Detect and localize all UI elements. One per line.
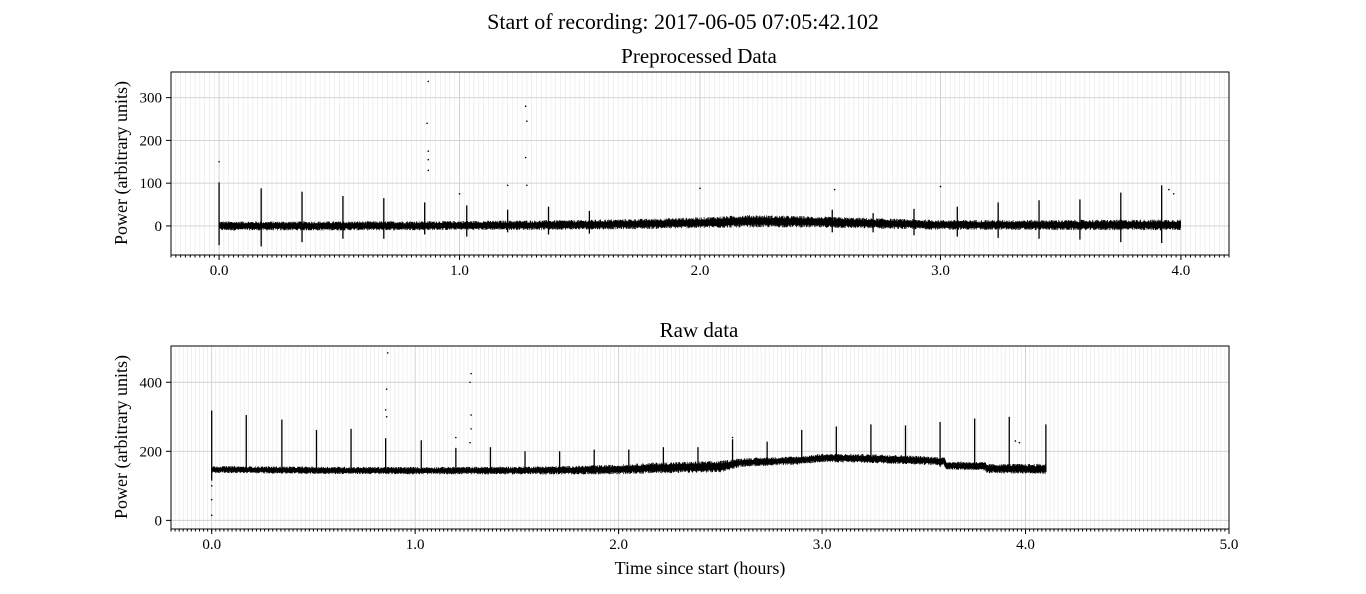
preprocessed-y-tick-label: 0 <box>155 219 163 235</box>
preprocessed-outlier-point <box>526 184 528 187</box>
raw-outlier-point <box>210 514 213 516</box>
raw-outlier-point <box>731 436 734 439</box>
raw-outlier-point <box>210 498 213 501</box>
preprocessed-y-tick-label: 100 <box>140 176 163 192</box>
raw-y-ticks: 0 200 400 <box>140 375 171 529</box>
raw-x-tick-label: 4.0 <box>1016 537 1035 553</box>
raw-x-axis-label: Time since start (hours) <box>615 558 786 579</box>
raw-outlier-point <box>455 436 457 439</box>
raw-outlier-point <box>469 381 471 384</box>
raw-x-tick-label: 2.0 <box>609 537 628 553</box>
preprocessed-outlier-point <box>218 160 220 163</box>
preprocessed-x-tick-label: 4.0 <box>1172 263 1191 279</box>
preprocessed-outlier-point <box>524 105 527 108</box>
preprocessed-outlier-point <box>427 80 430 83</box>
raw-outlier-point <box>386 352 389 354</box>
raw-outlier-point <box>469 441 471 444</box>
preprocessed-x-ticks: 0.0 1.0 2.0 3.0 4.0 <box>170 255 1230 279</box>
preprocessed-outlier-point <box>427 158 430 161</box>
preprocessed-outlier-point <box>1168 188 1170 191</box>
preprocessed-x-tick-label: 2.0 <box>691 263 710 279</box>
preprocessed-outlier-point <box>427 169 430 172</box>
raw-outlier-point <box>384 409 387 411</box>
raw-x-tick-label: 5.0 <box>1220 537 1239 553</box>
raw-x-ticks: 0.0 1.0 2.0 3.0 4.0 5.0 <box>170 529 1239 553</box>
raw-panel-title: Raw data <box>660 318 739 342</box>
preprocessed-outlier-point <box>427 150 430 152</box>
preprocessed-x-tick-label: 0.0 <box>210 263 229 279</box>
raw-y-tick-label: 400 <box>140 375 163 391</box>
preprocessed-y-axis-label: Power (arbitrary units) <box>111 81 132 245</box>
raw-x-tick-label: 0.0 <box>202 537 221 553</box>
raw-data-panel: Raw data 0.0 1.0 2.0 3.0 4.0 5.0 0 200 400 Powe… <box>111 318 1238 579</box>
raw-y-tick-label: 200 <box>140 444 163 460</box>
preprocessed-y-ticks: 0 100 200 300 <box>140 91 171 235</box>
raw-outlier-point <box>385 388 388 390</box>
preprocessed-outlier-point <box>1172 193 1175 195</box>
preprocessed-outlier-point <box>524 156 527 159</box>
raw-grid <box>170 346 1230 529</box>
raw-y-axis-label: Power (arbitrary units) <box>111 355 132 519</box>
preprocessed-outlier-point <box>506 184 509 187</box>
preprocessed-outlier-point <box>526 120 528 122</box>
preprocessed-data-trace <box>218 80 1181 247</box>
preprocessed-outlier-point <box>699 187 701 190</box>
raw-outlier-point <box>470 372 472 375</box>
preprocessed-outlier-point <box>458 193 461 195</box>
raw-outlier-point <box>470 414 472 416</box>
preprocessed-outlier-point <box>426 122 428 125</box>
preprocessed-y-tick-label: 200 <box>140 133 163 149</box>
preprocessed-outlier-point <box>939 185 942 188</box>
raw-x-tick-label: 1.0 <box>406 537 425 553</box>
raw-outlier-point <box>1014 440 1017 442</box>
preprocessed-outlier-point <box>833 188 836 191</box>
raw-outlier-point <box>1018 441 1021 444</box>
raw-y-tick-label: 0 <box>155 513 163 529</box>
raw-outlier-point <box>385 415 388 418</box>
raw-outlier-point <box>210 485 213 487</box>
raw-outlier-point <box>470 428 472 430</box>
preprocessed-data-panel: Preprocessed Data 0.0 1.0 2.0 3.0 4.0 0 100 20… <box>111 44 1230 279</box>
preprocessed-x-tick-label: 3.0 <box>931 263 950 279</box>
raw-x-tick-label: 3.0 <box>813 537 832 553</box>
preprocessed-panel-title: Preprocessed Data <box>621 44 777 68</box>
raw-data-trace <box>210 352 1047 516</box>
preprocessed-x-tick-label: 1.0 <box>450 263 469 279</box>
preprocessed-y-tick-label: 300 <box>140 91 163 107</box>
figure-suptitle: Start of recording: 2017-06-05 07:05:42.… <box>487 9 879 34</box>
